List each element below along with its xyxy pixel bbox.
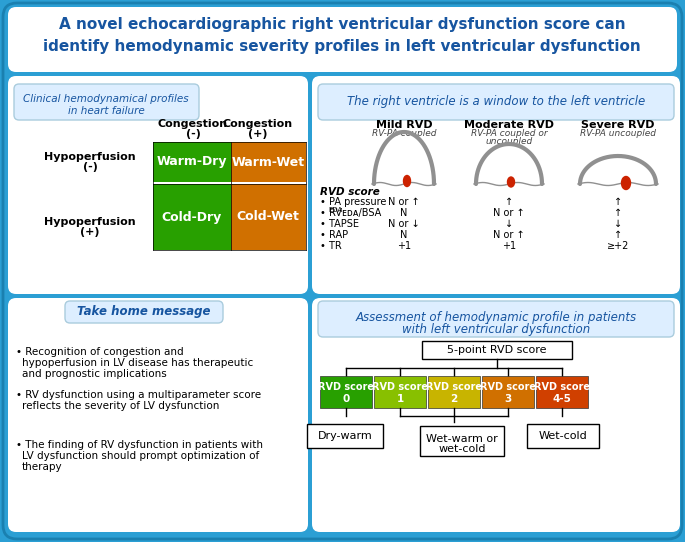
Bar [231, 184, 306, 250]
Text: Clinical hemodynamical profiles: Clinical hemodynamical profiles [23, 94, 189, 104]
Text: Congestion: Congestion [158, 119, 228, 129]
Text: Mild RVD: Mild RVD [375, 120, 432, 130]
Text: 3: 3 [504, 394, 512, 404]
Text: (+): (+) [80, 227, 100, 237]
Text: Dry-warm: Dry-warm [318, 431, 373, 441]
Text: (-): (-) [186, 129, 201, 139]
Text: RV-PA coupled or: RV-PA coupled or [471, 128, 547, 138]
Text: ≥+2: ≥+2 [607, 241, 630, 251]
Text: • RV dysfunction using a multiparameter score: • RV dysfunction using a multiparameter … [16, 390, 261, 400]
Text: Cold-Wet: Cold-Wet [236, 210, 299, 223]
FancyBboxPatch shape [8, 7, 677, 72]
Text: wet-cold: wet-cold [438, 444, 486, 454]
Bar [536, 376, 588, 408]
Text: N or ↓: N or ↓ [388, 219, 420, 229]
Text: hypoperfusion in LV disease has therapeutic: hypoperfusion in LV disease has therapeu… [22, 358, 253, 368]
Text: RVD score: RVD score [426, 382, 482, 392]
Text: RVD score: RVD score [320, 187, 379, 197]
Text: 5-point RVD score: 5-point RVD score [447, 345, 547, 355]
Text: Congestion: Congestion [223, 119, 293, 129]
Text: Assessment of hemodynamic profile in patients: Assessment of hemodynamic profile in pat… [356, 311, 636, 324]
Text: 1: 1 [397, 394, 403, 404]
Text: Take home message: Take home message [77, 306, 211, 319]
Text: ↓: ↓ [505, 219, 513, 229]
FancyBboxPatch shape [14, 84, 199, 120]
Text: 0: 0 [342, 394, 349, 404]
FancyBboxPatch shape [312, 298, 680, 532]
Text: N or ↑: N or ↑ [388, 197, 420, 207]
Text: EDA: EDA [328, 207, 342, 213]
FancyBboxPatch shape [318, 301, 674, 337]
Text: N: N [400, 230, 408, 240]
Text: identify hemodynamic severity profiles in left ventricular dysfunction: identify hemodynamic severity profiles i… [43, 40, 641, 55]
Text: Wet-warm or: Wet-warm or [426, 434, 498, 444]
Ellipse shape [403, 176, 410, 186]
Ellipse shape [621, 177, 630, 190]
Text: • RAP: • RAP [320, 230, 348, 240]
Text: • TAPSE: • TAPSE [320, 219, 359, 229]
Text: uncoupled: uncoupled [486, 137, 533, 145]
FancyBboxPatch shape [318, 84, 674, 120]
Text: ↑: ↑ [614, 230, 622, 240]
Text: (+): (+) [248, 129, 268, 139]
Bar [422, 341, 572, 359]
Bar [527, 424, 599, 448]
Text: +1: +1 [502, 241, 516, 251]
Text: therapy: therapy [22, 462, 62, 472]
Text: RV-PA coupled: RV-PA coupled [372, 130, 436, 139]
Text: Warm-Dry: Warm-Dry [157, 156, 227, 169]
Text: Hypoperfusion: Hypoperfusion [45, 152, 136, 162]
Text: • PA pressure: • PA pressure [320, 197, 386, 207]
Text: 2: 2 [450, 394, 458, 404]
Text: 4-5: 4-5 [553, 394, 571, 404]
Text: LV dysfunction should prompt optimization of: LV dysfunction should prompt optimizatio… [22, 451, 259, 461]
Bar [153, 184, 231, 250]
Bar [374, 376, 426, 408]
Text: A novel echocardiographic right ventricular dysfunction score can: A novel echocardiographic right ventricu… [59, 16, 625, 31]
Text: RVD score: RVD score [480, 382, 536, 392]
FancyBboxPatch shape [3, 3, 682, 539]
Text: Severe RVD: Severe RVD [582, 120, 655, 130]
Bar [320, 376, 372, 408]
Text: The right ventricle is a window to the left ventricle: The right ventricle is a window to the l… [347, 94, 645, 107]
Text: Moderate RVD: Moderate RVD [464, 120, 554, 130]
Bar [153, 142, 231, 182]
Bar [231, 142, 306, 182]
FancyBboxPatch shape [312, 76, 680, 294]
Text: Hypoperfusion: Hypoperfusion [45, 217, 136, 227]
Text: • Recognition of congestion and: • Recognition of congestion and [16, 347, 184, 357]
Text: Warm-Wet: Warm-Wet [232, 156, 305, 169]
Text: reflects the severity of LV dysfunction: reflects the severity of LV dysfunction [22, 401, 219, 411]
Text: ↓: ↓ [614, 219, 622, 229]
Bar [428, 376, 480, 408]
FancyBboxPatch shape [65, 301, 223, 323]
Bar [482, 376, 534, 408]
FancyBboxPatch shape [8, 298, 308, 532]
Text: • TR: • TR [320, 241, 342, 251]
Ellipse shape [508, 177, 514, 187]
Text: (-): (-) [83, 162, 97, 172]
Text: ↑: ↑ [505, 197, 513, 207]
Text: RV-PA uncoupled: RV-PA uncoupled [580, 130, 656, 139]
Text: and prognostic implications: and prognostic implications [22, 369, 166, 379]
Text: • The finding of RV dysfunction in patients with: • The finding of RV dysfunction in patie… [16, 440, 263, 450]
Text: RVD score: RVD score [534, 382, 590, 392]
Text: N or ↑: N or ↑ [493, 208, 525, 218]
Text: in heart failure: in heart failure [68, 106, 145, 116]
Bar [307, 424, 383, 448]
Text: ↑: ↑ [614, 208, 622, 218]
Bar [420, 426, 504, 456]
FancyBboxPatch shape [8, 76, 308, 294]
Text: +1: +1 [397, 241, 411, 251]
Text: RVD score: RVD score [318, 382, 374, 392]
Text: • RVᴇᴅᴀ/BSA: • RVᴇᴅᴀ/BSA [320, 208, 382, 218]
Text: N: N [400, 208, 408, 218]
Text: with left ventricular dysfunction: with left ventricular dysfunction [402, 322, 590, 335]
Text: RVD score: RVD score [372, 382, 428, 392]
Text: ↑: ↑ [614, 197, 622, 207]
Text: Wet-cold: Wet-cold [538, 431, 587, 441]
Text: Cold-Dry: Cold-Dry [162, 210, 222, 223]
Text: N or ↑: N or ↑ [493, 230, 525, 240]
